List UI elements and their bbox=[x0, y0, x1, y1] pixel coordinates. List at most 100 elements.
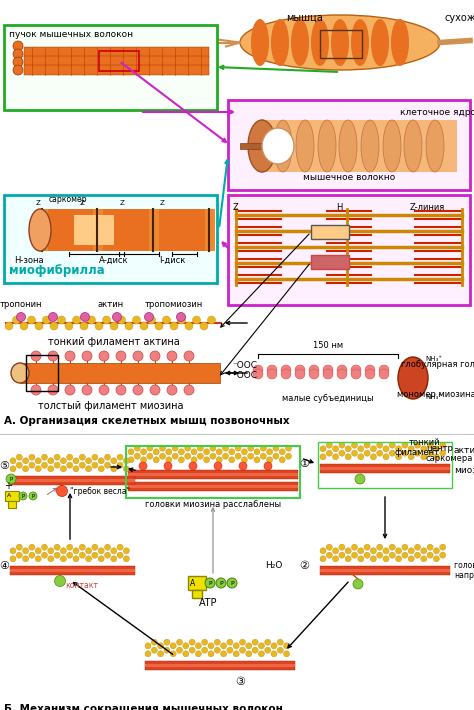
Circle shape bbox=[364, 552, 370, 558]
Circle shape bbox=[358, 454, 364, 460]
Circle shape bbox=[82, 351, 92, 361]
Circle shape bbox=[141, 457, 146, 463]
Circle shape bbox=[65, 351, 75, 361]
Circle shape bbox=[54, 544, 60, 550]
Ellipse shape bbox=[318, 120, 336, 172]
Circle shape bbox=[16, 552, 22, 558]
Circle shape bbox=[177, 316, 185, 324]
Circle shape bbox=[112, 312, 121, 322]
Circle shape bbox=[383, 446, 389, 452]
Circle shape bbox=[23, 548, 28, 554]
Circle shape bbox=[241, 449, 247, 455]
Text: центр
саркомера: центр саркомера bbox=[426, 444, 474, 464]
Circle shape bbox=[281, 369, 291, 379]
Circle shape bbox=[220, 651, 227, 657]
Circle shape bbox=[214, 639, 220, 645]
Circle shape bbox=[383, 454, 389, 460]
Circle shape bbox=[60, 556, 66, 562]
Circle shape bbox=[104, 552, 110, 558]
Circle shape bbox=[333, 548, 338, 554]
Circle shape bbox=[150, 351, 160, 361]
Circle shape bbox=[88, 316, 95, 324]
Circle shape bbox=[273, 453, 279, 459]
Circle shape bbox=[35, 322, 43, 330]
Circle shape bbox=[408, 548, 414, 554]
Circle shape bbox=[339, 450, 345, 457]
Circle shape bbox=[147, 445, 153, 451]
Bar bbox=[149, 209, 159, 251]
Circle shape bbox=[353, 579, 363, 589]
Circle shape bbox=[147, 316, 155, 324]
Circle shape bbox=[12, 316, 20, 324]
Circle shape bbox=[170, 322, 178, 330]
Ellipse shape bbox=[251, 19, 269, 66]
Bar bbox=[10, 566, 135, 575]
Circle shape bbox=[184, 351, 194, 361]
Circle shape bbox=[239, 648, 246, 653]
Circle shape bbox=[192, 316, 201, 324]
Circle shape bbox=[364, 450, 370, 457]
Circle shape bbox=[264, 639, 271, 645]
Circle shape bbox=[326, 450, 332, 457]
Circle shape bbox=[111, 556, 117, 562]
Circle shape bbox=[214, 462, 222, 470]
Circle shape bbox=[151, 648, 157, 653]
Circle shape bbox=[98, 466, 104, 472]
Bar bbox=[320, 30, 362, 58]
Circle shape bbox=[60, 458, 66, 464]
Circle shape bbox=[82, 385, 92, 395]
Text: A: A bbox=[191, 579, 196, 588]
Ellipse shape bbox=[331, 19, 349, 66]
Text: контакт: контакт bbox=[65, 581, 98, 591]
Text: P: P bbox=[31, 494, 35, 499]
Text: А-диск: А-диск bbox=[99, 256, 129, 265]
Circle shape bbox=[48, 556, 54, 562]
Circle shape bbox=[440, 552, 446, 558]
Bar bbox=[93, 209, 103, 251]
Circle shape bbox=[23, 556, 28, 562]
Circle shape bbox=[389, 450, 395, 457]
Circle shape bbox=[377, 544, 383, 550]
Circle shape bbox=[159, 453, 165, 459]
Circle shape bbox=[118, 316, 126, 324]
Circle shape bbox=[16, 462, 22, 468]
Bar bbox=[311, 225, 349, 239]
Circle shape bbox=[31, 351, 41, 361]
Circle shape bbox=[279, 457, 285, 463]
Circle shape bbox=[155, 322, 163, 330]
Circle shape bbox=[358, 446, 364, 452]
Circle shape bbox=[54, 552, 60, 558]
Text: Z: Z bbox=[233, 203, 239, 212]
Circle shape bbox=[67, 544, 73, 550]
Circle shape bbox=[337, 365, 347, 375]
Circle shape bbox=[246, 643, 252, 649]
Circle shape bbox=[35, 548, 41, 554]
Bar bbox=[99, 51, 139, 71]
Circle shape bbox=[389, 442, 395, 448]
Circle shape bbox=[189, 462, 197, 470]
Circle shape bbox=[200, 322, 208, 330]
Circle shape bbox=[248, 453, 254, 459]
Circle shape bbox=[377, 450, 383, 457]
Bar bbox=[74, 215, 114, 245]
Circle shape bbox=[167, 385, 177, 395]
Text: головки миозина расслаблены: головки миозина расслаблены bbox=[145, 500, 281, 509]
Bar bbox=[5, 491, 19, 501]
Circle shape bbox=[433, 454, 439, 460]
Circle shape bbox=[157, 651, 164, 657]
Circle shape bbox=[253, 365, 263, 375]
Circle shape bbox=[345, 548, 351, 554]
Text: 150 нм: 150 нм bbox=[313, 341, 343, 350]
Circle shape bbox=[352, 544, 357, 550]
Circle shape bbox=[267, 365, 277, 375]
Ellipse shape bbox=[404, 120, 422, 172]
Circle shape bbox=[273, 445, 279, 451]
Circle shape bbox=[216, 457, 222, 463]
Text: клеточное ядро: клеточное ядро bbox=[400, 108, 474, 117]
Ellipse shape bbox=[426, 120, 444, 172]
Circle shape bbox=[339, 544, 345, 550]
Ellipse shape bbox=[383, 120, 401, 172]
Ellipse shape bbox=[253, 120, 271, 172]
Ellipse shape bbox=[361, 120, 379, 172]
Circle shape bbox=[283, 643, 290, 649]
